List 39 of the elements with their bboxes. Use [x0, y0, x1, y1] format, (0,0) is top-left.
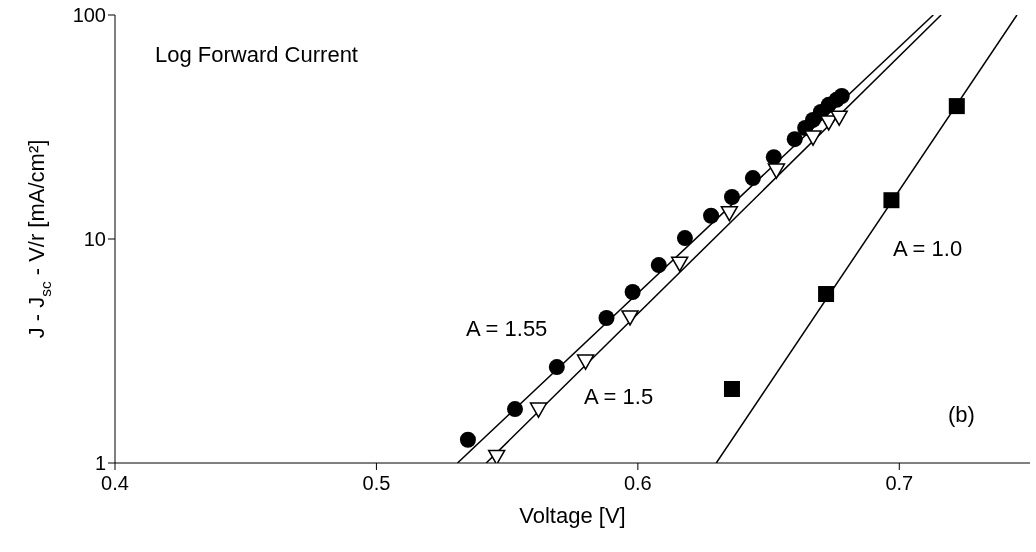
y-tick-label: 100: [72, 4, 106, 27]
point: [529, 402, 548, 418]
point: [720, 205, 739, 222]
x-axis-title: Voltage [V]: [519, 503, 626, 528]
annotation: (b): [948, 402, 975, 428]
point: [703, 207, 720, 224]
annotation: A = 1.0: [893, 236, 963, 262]
point: [765, 149, 782, 166]
point: [548, 359, 565, 376]
point: [723, 189, 740, 205]
x-tick-label: 0.7: [885, 472, 914, 495]
x-tick-label: 0.6: [623, 472, 652, 495]
y-tick-label: 10: [83, 228, 106, 251]
point: [459, 431, 476, 448]
point: [948, 98, 965, 115]
x-tick-label: 0.5: [362, 472, 391, 495]
point: [818, 286, 835, 303]
y-tick-label: 1: [94, 452, 106, 475]
point: [767, 163, 786, 179]
annotation: A = 1.55: [466, 316, 548, 342]
point: [598, 309, 615, 326]
point: [576, 354, 595, 370]
point: [744, 170, 761, 187]
point: [621, 310, 639, 326]
point: [804, 130, 822, 146]
point: [723, 380, 740, 397]
point: [676, 230, 693, 247]
point: [670, 256, 689, 272]
annotation: Log Forward Current: [155, 42, 358, 68]
point: [506, 401, 523, 418]
point: [833, 87, 850, 104]
x-tick-label: 0.4: [101, 472, 129, 495]
point: [786, 131, 803, 148]
point: [487, 449, 506, 463]
annotation: A = 1.5: [584, 384, 654, 410]
point: [650, 257, 667, 274]
point: [830, 110, 848, 126]
point: [883, 192, 900, 209]
point: [624, 283, 641, 300]
